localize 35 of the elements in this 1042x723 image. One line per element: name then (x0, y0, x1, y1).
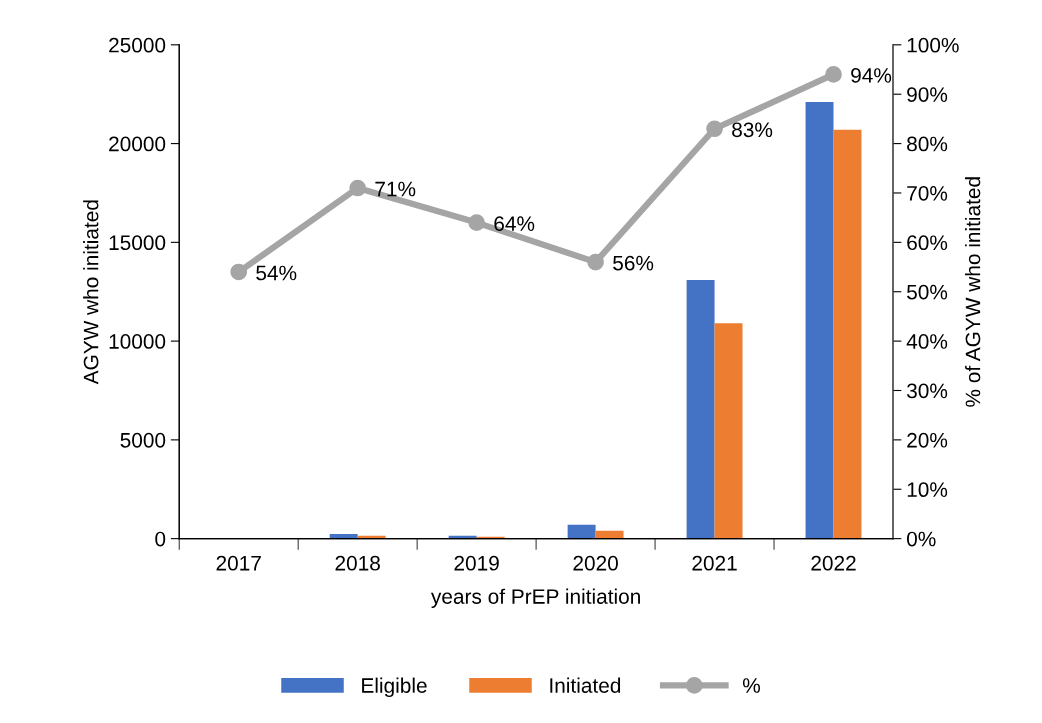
data-label: 83% (732, 122, 773, 138)
x-tick-label: 2017 (216, 555, 261, 571)
x-tick-label: 2022 (811, 555, 856, 571)
y2-tick-label: 80% (907, 136, 948, 152)
y2-tick-label: 90% (907, 87, 948, 102)
y2-axis-title: % of AGYW who initiated (965, 177, 981, 407)
y-tick-label: 0 (155, 531, 166, 547)
data-label: 71% (375, 181, 416, 197)
data-label: 54% (256, 265, 297, 281)
y-axis-title: AGYW who initiated (83, 200, 99, 385)
data-label: 64% (494, 216, 535, 231)
x-tick-label: 2021 (692, 555, 737, 571)
y-tick-label: 25000 (109, 37, 166, 53)
y2-tick-label: 100% (907, 37, 959, 53)
y2-tick-label: 40% (906, 334, 948, 349)
data-label: 94% (851, 68, 892, 83)
y-tick-label: 20000 (109, 136, 166, 152)
x-axis-title: years of PrEP initiation (430, 588, 640, 609)
y2-tick-label: 20% (907, 432, 948, 448)
x-tick-label: 2020 (573, 555, 618, 571)
legend-label: % (742, 678, 760, 693)
y2-tick-label: 10% (907, 482, 948, 498)
x-tick-label: 2019 (454, 555, 499, 571)
y2-tick-label: 0% (907, 531, 936, 547)
legend-label: Eligible (362, 677, 427, 698)
y2-tick-label: 50% (907, 284, 948, 300)
y-tick-label: 5000 (120, 432, 166, 448)
y2-tick-label: 60% (907, 235, 948, 251)
data-label: 56% (613, 255, 654, 271)
y2-tick-label: 70% (907, 185, 948, 201)
y-tick-label: 10000 (109, 334, 166, 349)
y-tick-label: 15000 (109, 235, 166, 251)
y2-tick-label: 30% (906, 383, 948, 399)
x-tick-label: 2018 (335, 555, 380, 571)
legend-label: Initiated (550, 677, 621, 693)
